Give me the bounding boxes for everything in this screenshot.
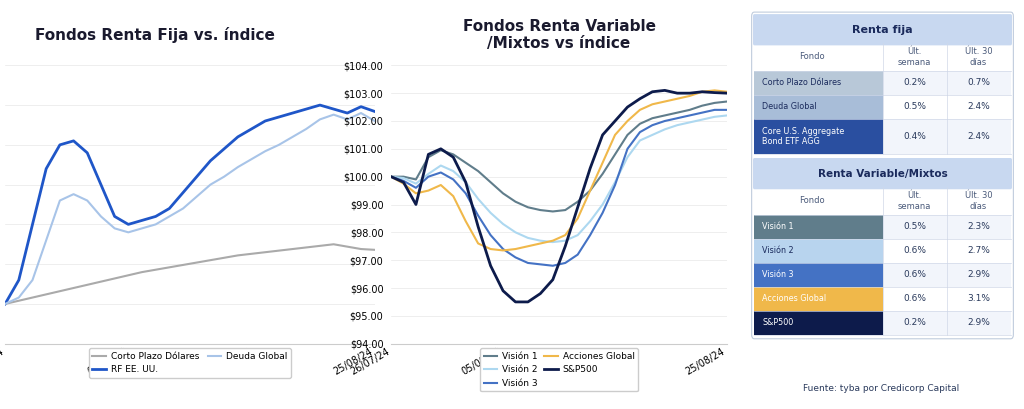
Bar: [883, 238, 1011, 263]
Text: 2.9%: 2.9%: [967, 270, 990, 279]
Text: 2.4%: 2.4%: [968, 132, 990, 141]
Text: 2.7%: 2.7%: [967, 246, 990, 255]
Text: Acciones Global: Acciones Global: [762, 294, 826, 303]
Text: Core U.S. Aggregate
Bond ETF AGG: Core U.S. Aggregate Bond ETF AGG: [762, 127, 845, 146]
FancyBboxPatch shape: [753, 158, 1012, 189]
Text: 0.6%: 0.6%: [903, 294, 926, 303]
Bar: [755, 215, 883, 238]
Bar: [883, 287, 1011, 311]
Text: 0.4%: 0.4%: [903, 132, 926, 141]
Text: Deuda Global: Deuda Global: [762, 102, 817, 111]
Bar: [755, 94, 883, 119]
Bar: [755, 287, 883, 311]
Bar: [755, 238, 883, 263]
Bar: [883, 71, 1011, 94]
Bar: [755, 187, 1011, 215]
Bar: [755, 43, 1011, 71]
Text: Visión 2: Visión 2: [762, 246, 794, 255]
Bar: [883, 263, 1011, 287]
Text: 2.3%: 2.3%: [967, 222, 990, 231]
Text: 2.9%: 2.9%: [967, 318, 990, 327]
Text: Visión 3: Visión 3: [762, 270, 794, 279]
Text: Corto Plazo Dólares: Corto Plazo Dólares: [762, 78, 841, 87]
Text: 0.6%: 0.6%: [903, 270, 926, 279]
FancyBboxPatch shape: [753, 14, 1012, 45]
Bar: [755, 71, 883, 94]
Legend: Corto Plazo Dólares, RF EE. UU., Deuda Global: Corto Plazo Dólares, RF EE. UU., Deuda G…: [89, 348, 291, 378]
Text: 0.7%: 0.7%: [967, 78, 990, 87]
Text: Fondo: Fondo: [800, 196, 825, 205]
Text: Fuente: tyba por Credicorp Capital: Fuente: tyba por Credicorp Capital: [803, 384, 959, 393]
Text: Fondos Renta Fija vs. índice: Fondos Renta Fija vs. índice: [35, 27, 274, 43]
Text: 0.2%: 0.2%: [903, 78, 926, 87]
Legend: Visión 1, Visión 2, Visión 3, Acciones Global, S&P500: Visión 1, Visión 2, Visión 3, Acciones G…: [480, 348, 638, 391]
Text: Visión 1: Visión 1: [762, 222, 794, 231]
Text: 0.5%: 0.5%: [903, 222, 926, 231]
Bar: [755, 119, 883, 154]
Text: Últ. 30
días: Últ. 30 días: [965, 191, 992, 211]
Text: Renta Variable/Mixtos: Renta Variable/Mixtos: [817, 169, 947, 179]
Text: Últ.
semana: Últ. semana: [898, 47, 931, 67]
Text: Últ. 30
días: Últ. 30 días: [965, 47, 992, 67]
Text: Fondos Renta Variable
/Mixtos vs índice: Fondos Renta Variable /Mixtos vs índice: [463, 18, 655, 51]
Text: S&P500: S&P500: [762, 318, 794, 327]
Text: 2.4%: 2.4%: [968, 102, 990, 111]
Bar: [755, 311, 883, 335]
Text: 0.2%: 0.2%: [903, 318, 926, 327]
Bar: [883, 311, 1011, 335]
Bar: [883, 119, 1011, 154]
Bar: [883, 215, 1011, 238]
Text: Últ.
semana: Últ. semana: [898, 191, 931, 211]
Text: Renta fija: Renta fija: [852, 25, 912, 35]
Text: 3.1%: 3.1%: [967, 294, 990, 303]
Bar: [755, 263, 883, 287]
Bar: [755, 16, 1011, 43]
Text: Fondo: Fondo: [800, 52, 825, 61]
Text: 0.5%: 0.5%: [903, 102, 926, 111]
Text: 0.6%: 0.6%: [903, 246, 926, 255]
Bar: [883, 94, 1011, 119]
